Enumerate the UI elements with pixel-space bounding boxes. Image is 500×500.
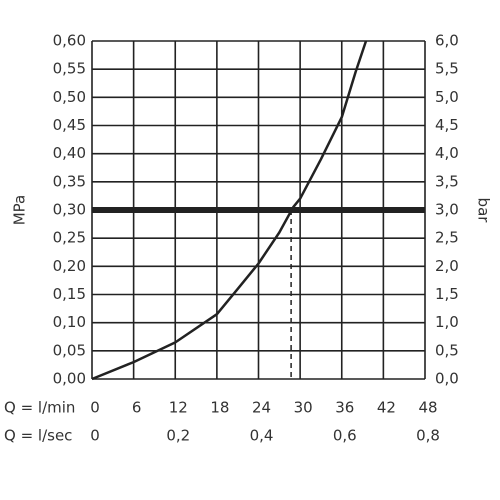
x-axis-label: Q = l/min	[4, 399, 75, 417]
x-tick-label: 24	[252, 399, 271, 417]
y-tick-label: 0,30	[53, 201, 86, 219]
y2-tick-label: 5,5	[435, 60, 459, 78]
x-tick-label: 42	[377, 399, 396, 417]
y2-axis-label: bar	[475, 198, 493, 224]
y2-tick-label: 4,5	[435, 116, 459, 134]
y2-tick-label: 3,0	[435, 201, 459, 219]
y-tick-label: 0,20	[53, 257, 86, 275]
y2-tick-label: 2,5	[435, 229, 459, 247]
y2-tick-label: 1,5	[435, 285, 459, 303]
x-tick-label: 6	[132, 399, 142, 417]
curve	[91, 40, 368, 381]
y-tick-label: 0,45	[53, 116, 86, 134]
y-tick-label: 0,50	[53, 88, 86, 106]
y2-tick-label: 1,0	[435, 313, 459, 331]
x-tick-label: 18	[210, 399, 229, 417]
y2-tick-label: 6,0	[435, 32, 459, 50]
x-tick-label: 48	[418, 399, 437, 417]
x2-tick-label: 0,8	[416, 427, 440, 445]
x2-tick-label: 0	[90, 427, 100, 445]
x2-tick-label: 0,2	[166, 427, 190, 445]
x2-tick-label: 0,4	[250, 427, 274, 445]
x-tick-label: 0	[90, 399, 100, 417]
y-tick-label: 0,10	[53, 313, 86, 331]
y-tick-label: 0,40	[53, 144, 86, 162]
x-tick-label: 30	[294, 399, 313, 417]
y2-tick-label: 2,0	[435, 257, 459, 275]
y2-tick-label: 3,5	[435, 172, 459, 190]
y2-tick-label: 4,0	[435, 144, 459, 162]
y-tick-label: 0,55	[53, 60, 86, 78]
x-tick-label: 36	[335, 399, 354, 417]
y-tick-label: 0,00	[53, 370, 86, 388]
y-tick-label: 0,15	[53, 285, 86, 303]
y2-tick-label: 0,0	[435, 370, 459, 388]
y-tick-label: 0,25	[53, 229, 86, 247]
y2-tick-label: 5,0	[435, 88, 459, 106]
y-tick-label: 0,05	[53, 341, 86, 359]
y-tick-label: 0,35	[53, 172, 86, 190]
y-axis-label: MPa	[11, 195, 29, 226]
x2-axis-label: Q = l/sec	[4, 427, 72, 445]
x2-tick-label: 0,6	[333, 427, 357, 445]
x-tick-label: 12	[169, 399, 188, 417]
y2-tick-label: 0,5	[435, 341, 459, 359]
y-tick-label: 0,60	[53, 32, 86, 50]
